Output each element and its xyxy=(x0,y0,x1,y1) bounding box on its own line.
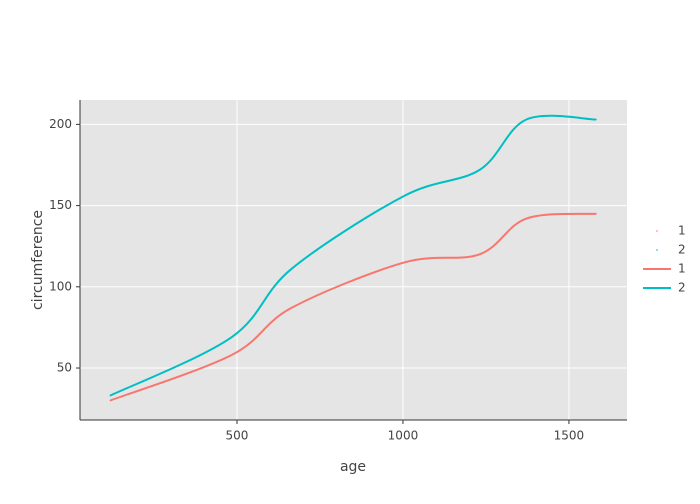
y-tick-label: 50 xyxy=(57,361,72,375)
legend-swatch xyxy=(656,249,658,251)
x-tick-label: 1500 xyxy=(554,429,585,443)
x-tick-label: 500 xyxy=(226,429,249,443)
y-tick-label: 200 xyxy=(49,117,72,131)
legend-swatch xyxy=(656,230,658,232)
legend-label: 2 xyxy=(678,281,686,295)
y-axis-title: circumference xyxy=(30,210,46,310)
legend-label: 2 xyxy=(678,243,686,257)
series-line xyxy=(109,114,597,397)
x-axis-title: age xyxy=(340,459,366,475)
plot-area xyxy=(80,100,627,420)
legend-label: 1 xyxy=(678,224,686,238)
x-tick-label: 1000 xyxy=(388,429,419,443)
legend-label: 1 xyxy=(678,262,686,276)
y-tick-label: 100 xyxy=(49,279,72,293)
series-line xyxy=(109,212,597,402)
y-tick-label: 150 xyxy=(49,198,72,212)
